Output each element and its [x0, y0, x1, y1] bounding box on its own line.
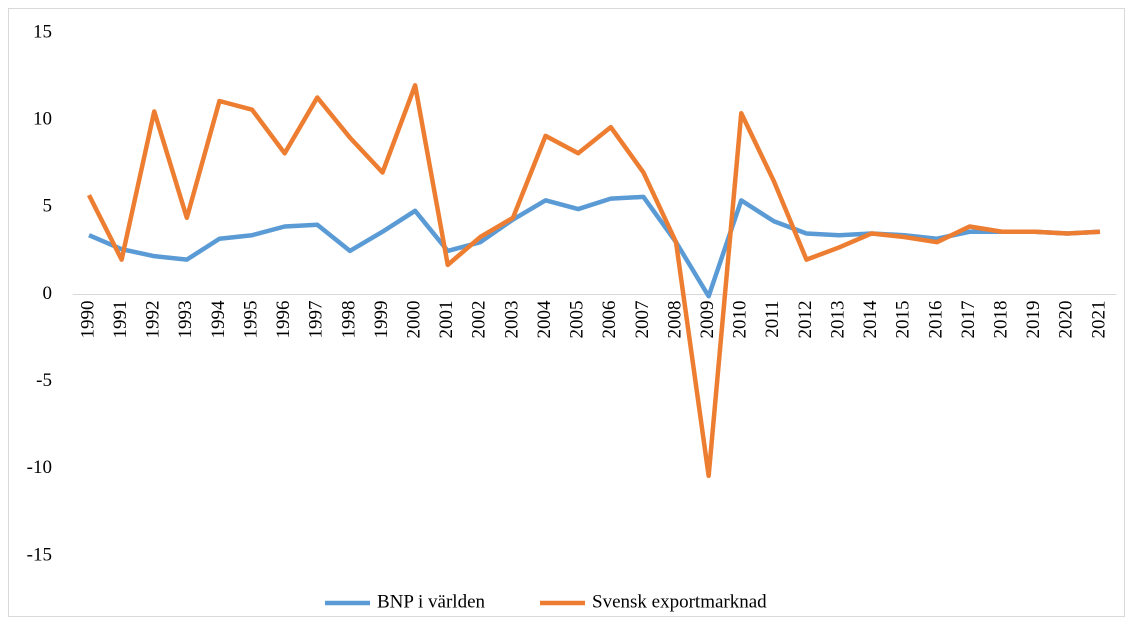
x-tick-label: 2013 — [827, 301, 848, 339]
x-tick-label: 2019 — [1023, 301, 1044, 339]
x-tick-label: 2005 — [567, 301, 588, 339]
x-tick-label: 2011 — [762, 301, 783, 338]
x-tick-label: 2017 — [958, 301, 979, 339]
x-tick-label: 2009 — [697, 301, 718, 339]
x-tick-label: 1996 — [273, 301, 294, 339]
x-tick-label: 2004 — [534, 300, 555, 339]
y-tick-label: 10 — [33, 109, 52, 130]
x-tick-label: 1991 — [110, 301, 131, 339]
x-tick-label: 1995 — [240, 301, 261, 339]
y-tick-label: -5 — [36, 370, 52, 391]
series-line — [88, 194, 1101, 299]
y-tick-label: -10 — [27, 457, 52, 478]
y-tick-label: 15 — [33, 21, 52, 42]
legend-label: Svensk exportmarknad — [592, 591, 767, 612]
x-tick-label: 2014 — [860, 300, 881, 339]
chart-frame — [8, 8, 1125, 617]
x-tick-label: 2008 — [664, 301, 685, 339]
x-tick-label: 2012 — [795, 301, 816, 339]
y-tick-label: 0 — [43, 283, 53, 304]
x-tick-label: 1997 — [306, 301, 327, 339]
y-tick-label: 5 — [43, 196, 53, 217]
x-tick-label: 2015 — [893, 301, 914, 339]
x-tick-label: 1999 — [371, 301, 392, 339]
x-tick-label: 2002 — [469, 301, 490, 339]
x-tick-label: 2001 — [436, 301, 457, 339]
x-tick-label: 1998 — [338, 301, 359, 339]
y-tick-label: -15 — [27, 544, 52, 565]
x-tick-label: 2016 — [925, 301, 946, 339]
x-tick-label: 2010 — [730, 301, 751, 339]
legend-label: BNP i världen — [377, 591, 486, 612]
x-tick-label: 2000 — [403, 301, 424, 339]
x-tick-label: 1993 — [175, 301, 196, 339]
x-tick-label: 2021 — [1088, 301, 1109, 339]
x-tick-label: 2006 — [599, 301, 620, 339]
x-tick-label: 1994 — [208, 300, 229, 339]
x-tick-label: 2007 — [632, 301, 653, 339]
x-tick-label: 1992 — [143, 301, 164, 339]
x-tick-label: 2020 — [1056, 301, 1077, 339]
x-tick-label: 2003 — [501, 301, 522, 339]
series-line — [86, 83, 1101, 479]
x-tick-label: 1990 — [77, 301, 98, 339]
x-tick-label: 2018 — [991, 301, 1012, 339]
